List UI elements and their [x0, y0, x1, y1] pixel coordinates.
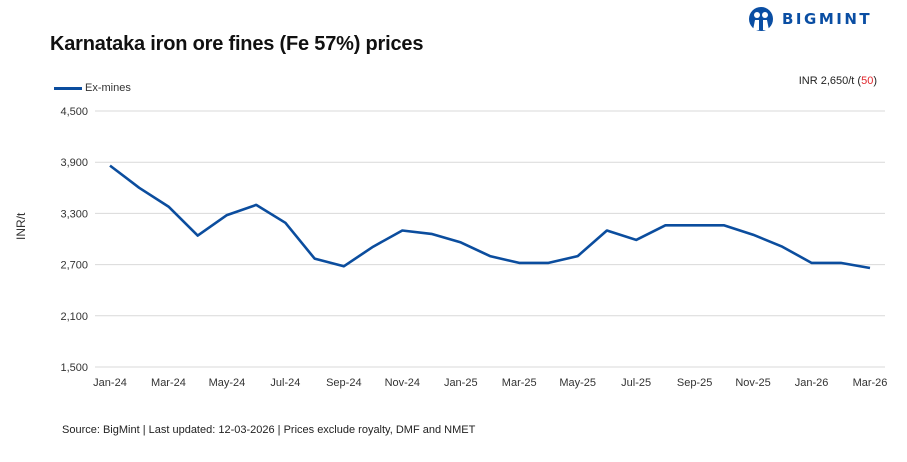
- x-tick-label: Mar-24: [151, 377, 186, 389]
- x-tick-label: Sep-24: [326, 377, 361, 389]
- brand-name: BIGMINT: [782, 10, 873, 28]
- y-tick-label: 3,900: [60, 157, 88, 169]
- x-tick-label: Jan-24: [93, 377, 127, 389]
- latest-price-suffix: ): [873, 75, 877, 87]
- x-tick-label: Jan-25: [444, 377, 478, 389]
- x-tick-label: Jan-26: [795, 377, 829, 389]
- y-tick-label: 2,100: [60, 311, 88, 323]
- y-tick-label: 3,300: [60, 208, 88, 220]
- legend-label-ex-mines: Ex-mines: [85, 82, 131, 94]
- x-tick-label: Sep-25: [677, 377, 712, 389]
- x-tick-label: Jul-25: [621, 377, 651, 389]
- series-line-ex-mines: [109, 164, 871, 270]
- latest-price-prefix: INR 2,650/t (: [798, 75, 862, 87]
- legend: Ex-mines: [54, 82, 131, 94]
- x-tick-label: Jul-24: [270, 377, 300, 389]
- x-tick-label: Nov-25: [735, 377, 770, 389]
- x-tick-label: May-25: [559, 377, 596, 389]
- legend-swatch-ex-mines: [54, 86, 82, 90]
- x-tick-label: Mar-25: [502, 377, 537, 389]
- y-tick-label: 4,500: [60, 106, 88, 118]
- latest-price-badge: INR 2,650/t (50): [799, 75, 877, 87]
- source-note: Source: BigMint | Last updated: 12-03-20…: [62, 424, 476, 436]
- bigmint-logo-icon: [749, 7, 773, 31]
- x-tick-label: May-24: [209, 377, 246, 389]
- chart-title: Karnataka iron ore fines (Fe 57%) prices: [50, 33, 424, 55]
- bigmint-logo: BIGMINT: [748, 5, 872, 33]
- x-tick-label: Nov-24: [385, 377, 420, 389]
- x-tick-label: Mar-26: [853, 377, 888, 389]
- y-tick-label: 1,500: [60, 362, 88, 374]
- price-change-value: 50: [861, 75, 874, 87]
- y-tick-label: 2,700: [60, 260, 88, 272]
